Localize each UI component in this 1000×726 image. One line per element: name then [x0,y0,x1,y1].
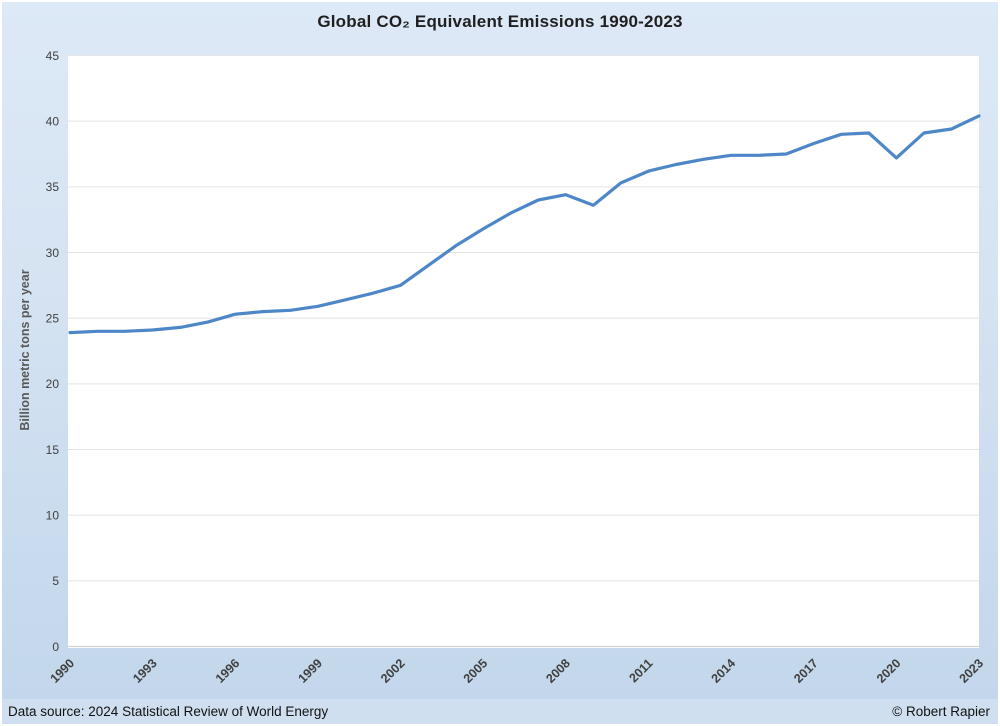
y-tick-label: 25 [46,311,60,325]
y-tick-label: 20 [46,377,60,391]
x-tick-label: 2002 [378,656,408,686]
x-tick-label: 1996 [213,656,243,686]
y-tick-label: 30 [46,246,60,260]
y-tick-label: 10 [46,508,60,522]
x-tick-label: 2023 [957,656,987,686]
chart-title: Global CO₂ Equivalent Emissions 1990-202… [317,12,683,31]
emissions-line [68,114,981,335]
x-tick-label: 2011 [626,656,655,685]
x-tick-label: 2020 [874,656,904,686]
y-axis-title: Billion metric tons per year [18,269,32,431]
x-tick-label: 1999 [295,656,325,686]
footer-bar: Data source: 2024 Statistical Review of … [0,699,1000,726]
copyright-text: © Robert Rapier [892,704,990,719]
x-tick-label: 2014 [709,656,739,686]
plot-area [68,55,979,648]
x-tick-label: 2017 [791,656,821,686]
y-tick-label: 15 [46,443,60,457]
y-tick-label: 45 [46,49,60,63]
x-tick-label: 1993 [130,656,160,686]
y-tick-label: 40 [46,114,60,128]
x-tick-label: 2005 [461,656,491,686]
y-tick-label: 35 [46,180,60,194]
data-source-text: Data source: 2024 Statistical Review of … [8,704,329,719]
x-tick-label: 1990 [48,656,78,686]
y-tick-label: 0 [52,640,59,654]
y-tick-label: 5 [52,574,59,588]
emissions-line-chart: 0 5 10 15 20 25 30 35 40 45 1990 1993 1996 1999 2002 20… [46,49,987,686]
x-tick-label: 2008 [543,656,573,686]
